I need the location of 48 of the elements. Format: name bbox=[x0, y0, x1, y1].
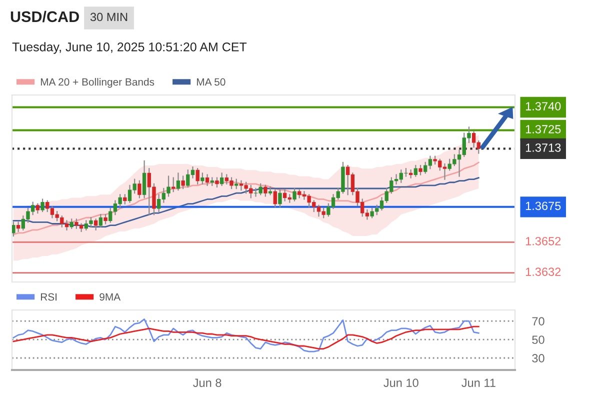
legend-label: MA 20 + Bollinger Bands bbox=[40, 78, 154, 88]
ref-line-label: 1.3652 bbox=[526, 236, 561, 246]
y-tick-label: 50 bbox=[532, 336, 544, 344]
candlestick bbox=[215, 177, 219, 188]
candlestick bbox=[40, 198, 44, 212]
candlestick bbox=[16, 222, 20, 232]
candlestick bbox=[205, 174, 210, 186]
candlestick bbox=[94, 218, 98, 230]
line-series bbox=[12, 318, 480, 352]
candlestick bbox=[181, 176, 185, 190]
legend-label: RSI bbox=[40, 293, 57, 301]
x-tick-label: Jun 10 bbox=[384, 378, 418, 388]
candlestick bbox=[273, 189, 277, 208]
x-tick-label: Jun 8 bbox=[193, 378, 222, 388]
candlestick bbox=[172, 177, 176, 192]
x-tick-label: Jun 11 bbox=[462, 378, 496, 388]
candlestick bbox=[98, 214, 103, 228]
candlestick bbox=[220, 172, 224, 186]
candlestick bbox=[104, 214, 108, 224]
candlestick bbox=[138, 180, 142, 198]
candlestick bbox=[142, 160, 146, 198]
candlestick bbox=[278, 189, 282, 208]
candlestick bbox=[176, 172, 180, 191]
ref-line-label: 1.3632 bbox=[526, 268, 561, 276]
legend-label: 9MA bbox=[100, 293, 121, 301]
candlestick bbox=[36, 203, 40, 214]
candlestick bbox=[264, 184, 268, 197]
candlestick bbox=[418, 164, 422, 176]
legend-label: MA 50 bbox=[197, 78, 226, 86]
candlestick bbox=[196, 168, 200, 184]
chart-title: USD/CAD bbox=[10, 10, 79, 22]
candlestick bbox=[292, 188, 296, 202]
candlestick bbox=[200, 172, 204, 184]
ref-line-label: 1.3675 bbox=[526, 202, 561, 210]
candlestick bbox=[12, 222, 16, 237]
candlestick bbox=[70, 218, 74, 229]
ref-line-label: 1.3740 bbox=[526, 102, 561, 110]
ref-line-label: 1.3725 bbox=[526, 125, 561, 134]
line-series bbox=[12, 326, 480, 350]
candlestick bbox=[123, 194, 127, 204]
y-tick-label: 30 bbox=[532, 354, 544, 362]
candlestick bbox=[268, 186, 272, 196]
text: Tuesday, June 10, 2025 10:51:20 AM CET bbox=[12, 42, 247, 54]
chart-subtitle: 30 MIN bbox=[90, 12, 128, 22]
candlestick bbox=[234, 178, 238, 190]
y-tick-label: 70 bbox=[532, 317, 544, 326]
candlestick bbox=[414, 164, 418, 177]
ref-line-label: 1.3713 bbox=[526, 143, 561, 152]
